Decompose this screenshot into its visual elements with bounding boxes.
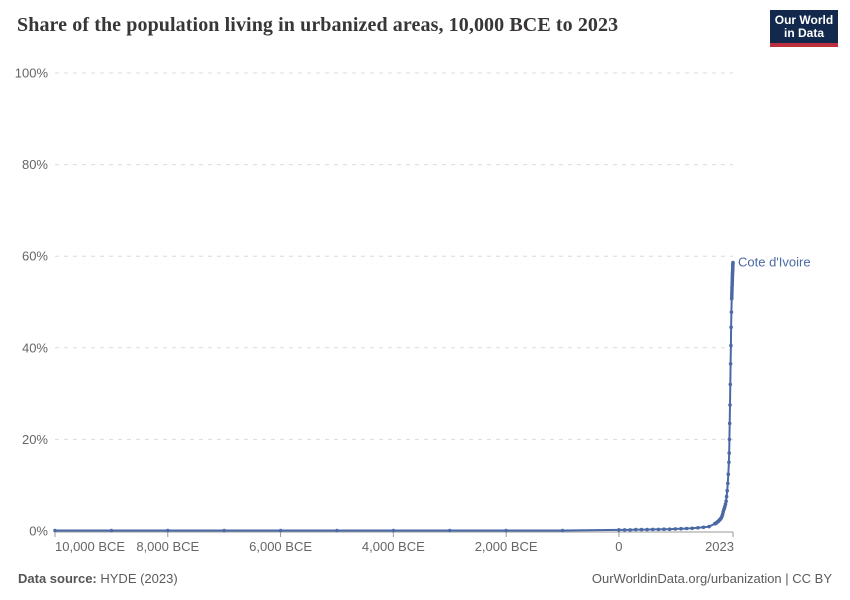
series-point[interactable] — [391, 528, 396, 533]
data-source-value: HYDE (2023) — [100, 571, 178, 586]
series-point[interactable] — [673, 527, 678, 531]
series-point[interactable] — [667, 527, 672, 531]
y-tick-label: 20% — [22, 432, 48, 447]
owid-logo[interactable]: Our World in Data — [770, 10, 838, 47]
y-tick-label: 0% — [29, 524, 48, 539]
series-point[interactable] — [724, 499, 728, 504]
series-point[interactable] — [729, 325, 733, 330]
series-point[interactable] — [729, 343, 733, 348]
series-point[interactable] — [222, 528, 226, 533]
series-point[interactable] — [166, 528, 170, 533]
chart-title: Share of the population living in urbani… — [17, 14, 619, 36]
x-tick-label: 4,000 BCE — [362, 539, 425, 554]
series-point[interactable] — [634, 527, 638, 532]
series-point[interactable] — [690, 526, 694, 531]
y-tick-label: 80% — [22, 157, 48, 172]
series-cote-d-ivoire[interactable]: Cote d'Ivoire — [53, 255, 811, 533]
series-point[interactable] — [684, 526, 689, 531]
series-point[interactable] — [662, 527, 666, 531]
series-point[interactable] — [728, 382, 733, 387]
series-point[interactable] — [701, 525, 706, 530]
data-source-label: Data source: — [18, 571, 97, 586]
series-point[interactable] — [53, 528, 57, 533]
series-point[interactable] — [278, 528, 283, 533]
series-point[interactable] — [628, 528, 632, 532]
series-point[interactable] — [727, 437, 732, 442]
series-point[interactable] — [728, 362, 733, 366]
x-axis: 10,000 BCE 8,000 BCE 6,000 BCE 4,000 BCE 2,0… — [54, 531, 734, 554]
owid-logo-line1: Our World — [774, 12, 834, 27]
series-point[interactable] — [617, 528, 621, 532]
series-point[interactable] — [727, 451, 731, 455]
y-tick-label: 60% — [22, 249, 48, 264]
series-point[interactable] — [726, 472, 731, 477]
x-tick-label: 2,000 BCE — [475, 539, 538, 554]
x-tick-label: 6,000 BCE — [249, 539, 312, 554]
series-point[interactable] — [639, 527, 644, 532]
series-point[interactable] — [723, 502, 728, 506]
x-tick-label: 10,000 BCE — [55, 539, 125, 554]
series-point[interactable] — [335, 528, 339, 533]
series-point[interactable] — [726, 481, 730, 486]
series-line[interactable] — [54, 261, 734, 532]
y-tick-label: 40% — [22, 340, 48, 355]
series-point[interactable] — [651, 527, 655, 532]
data-source: Data source: HYDE (2023) — [18, 571, 178, 586]
series-point[interactable] — [727, 460, 731, 465]
x-tick-label: 2023 — [705, 539, 734, 554]
series-point[interactable] — [622, 528, 627, 532]
series-point[interactable] — [656, 527, 661, 532]
y-tick-label: 100% — [15, 66, 49, 81]
series-label[interactable]: Cote d'Ivoire — [738, 255, 811, 270]
series-point[interactable] — [504, 528, 508, 533]
series-point[interactable] — [725, 488, 729, 493]
series-point[interactable] — [447, 528, 452, 533]
series-point[interactable] — [728, 403, 732, 407]
y-grid: 0% 20% 40% 60% 80% 100% — [15, 66, 733, 539]
series-point[interactable] — [707, 524, 711, 529]
series-point[interactable] — [679, 526, 683, 531]
x-tick-label: 8,000 BCE — [136, 539, 199, 554]
series-point[interactable] — [727, 421, 732, 426]
series-point[interactable] — [696, 526, 700, 530]
series-point[interactable] — [731, 260, 735, 265]
x-tick-label: 0 — [615, 539, 622, 554]
series-point[interactable] — [109, 528, 114, 533]
owid-logo-line2: in Data — [783, 25, 824, 40]
series-point[interactable] — [645, 527, 649, 532]
chart-footer: Data source: HYDE (2023) OurWorldinData.… — [18, 571, 832, 586]
series-point[interactable] — [560, 528, 565, 533]
credit-link[interactable]: OurWorldinData.org/urbanization | CC BY — [591, 571, 832, 586]
series-point[interactable] — [729, 310, 734, 314]
series-point[interactable] — [724, 494, 729, 499]
